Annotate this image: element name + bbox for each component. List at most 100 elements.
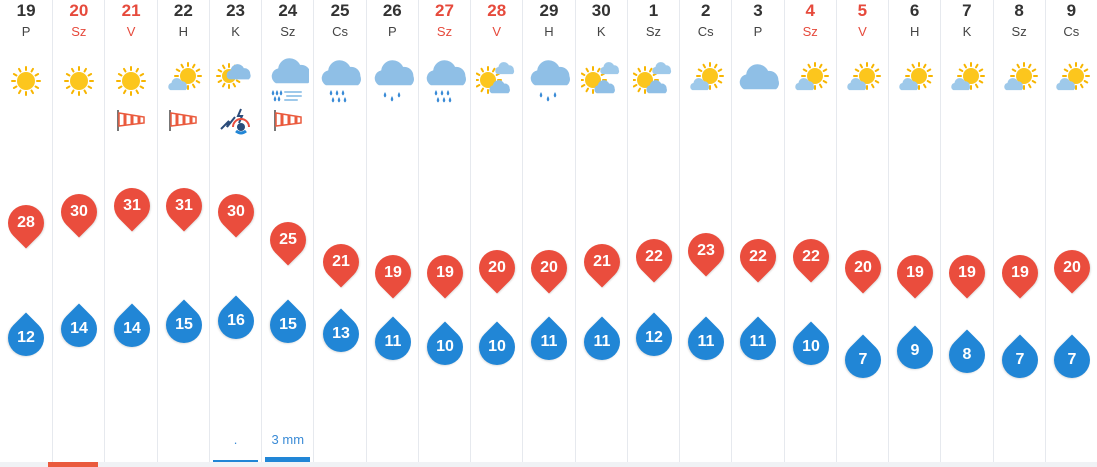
day-column[interactable]: 6 H 19 9 (888, 0, 941, 462)
low-temp-value: 11 (697, 333, 715, 351)
high-temp-pin: 20 (837, 242, 889, 294)
high-temp-pin: 19 (889, 247, 941, 299)
day-number: 26 (382, 1, 402, 20)
day-column[interactable]: 22 H 31 15 (156, 0, 210, 462)
precipitation-bar (265, 457, 311, 462)
high-temp-value: 22 (645, 247, 663, 265)
high-temp-pin: 30 (53, 186, 105, 238)
low-temp-pin: 15 (158, 299, 210, 351)
day-name: K (596, 24, 606, 39)
day-name: Sz (645, 24, 662, 39)
cloud-rain-icon (319, 58, 362, 104)
low-temp-pin: 15 (262, 299, 314, 351)
partly-sunny-icon (1051, 58, 1093, 104)
high-temp-value: 19 (958, 264, 977, 282)
day-column[interactable]: 24 Sz 25 15 3 mm (261, 0, 314, 462)
low-temp-value: 9 (910, 341, 920, 359)
day-column[interactable]: 23 K 30 16. (208, 0, 262, 462)
low-temp-value: 7 (858, 350, 868, 368)
day-column[interactable]: 29 H 20 11 (522, 0, 575, 462)
high-temp-value: 19 (1010, 264, 1029, 282)
day-column[interactable]: 28 V 20 10 (470, 0, 523, 462)
low-temp-value: 12 (17, 329, 35, 346)
day-number: 27 (435, 1, 454, 20)
low-temp-pin: 10 (785, 321, 837, 373)
low-temp-pin: 10 (419, 321, 471, 373)
high-temp-value: 28 (17, 214, 35, 231)
day-name: Cs (1063, 24, 1080, 39)
high-temp-pin: 22 (628, 231, 680, 283)
day-column[interactable]: 8 Sz 19 7 (992, 0, 1046, 462)
high-temp-pin: 28 (0, 197, 52, 249)
low-temp-pin: 11 (732, 316, 784, 368)
low-temp-pin: 11 (576, 316, 628, 368)
day-column[interactable]: 2 Cs 23 11 (679, 0, 732, 462)
high-temp-pin: 30 (210, 186, 262, 238)
high-temp-pin: 22 (785, 231, 837, 283)
high-temp-value: 23 (697, 242, 716, 259)
storm-warning-icon (210, 107, 261, 139)
day-name: H (178, 24, 189, 39)
low-temp-value: 11 (749, 333, 767, 351)
high-temp-value: 21 (331, 253, 350, 271)
high-temp-value: 19 (383, 264, 402, 282)
low-temp-value: 11 (384, 333, 402, 351)
low-temp-value: 14 (70, 320, 89, 338)
low-temp-value: 15 (174, 316, 193, 334)
day-number: 7 (962, 1, 972, 20)
low-temp-value: 11 (593, 333, 611, 351)
precipitation-amount: . (233, 432, 238, 447)
low-temp-value: 10 (488, 337, 507, 355)
day-column[interactable]: 21 V 31 14 (104, 0, 158, 462)
high-temp-value: 21 (592, 253, 611, 271)
day-column[interactable]: 9 Cs 20 7 (1044, 0, 1097, 462)
day-column[interactable]: 20 Sz 30 14 (52, 0, 105, 462)
windsock-icon (158, 107, 209, 139)
low-temp-value: 14 (122, 320, 141, 338)
day-number: 6 (909, 1, 920, 20)
day-number: 30 (591, 1, 611, 20)
low-temp-value: 15 (279, 316, 298, 334)
day-number: 23 (226, 1, 246, 20)
sun-cloud-storm-icon (215, 58, 257, 104)
day-column[interactable]: 3 P 22 11 (731, 0, 784, 462)
low-temp-value: 7 (1067, 350, 1077, 368)
cloud-rain-icon (424, 58, 466, 104)
high-temp-pin: 21 (315, 236, 366, 288)
bottom-scrollbar[interactable] (0, 462, 1097, 467)
sun-clouds-icon (474, 58, 518, 104)
high-temp-pin: 19 (367, 247, 419, 299)
sun-icon (58, 58, 100, 104)
day-column[interactable]: 4 Sz 22 10 (783, 0, 837, 462)
day-column[interactable]: 19 P 28 12 (0, 0, 52, 462)
day-column[interactable]: 30 K 21 11 (574, 0, 628, 462)
sun-icon (110, 58, 152, 104)
day-name: H (544, 24, 554, 39)
day-column[interactable]: 5 V 20 7 (835, 0, 889, 462)
partly-sunny-icon (163, 58, 205, 104)
day-number: 20 (69, 1, 89, 20)
scroll-thumb[interactable] (48, 462, 98, 467)
day-name: Sz (436, 24, 453, 39)
day-column[interactable]: 25 Cs 21 13 (313, 0, 366, 462)
day-column[interactable]: 27 Sz 19 10 (417, 0, 471, 462)
day-column[interactable]: 1 Sz 22 12 (626, 0, 680, 462)
day-column[interactable]: 7 K 19 8 (940, 0, 993, 462)
partly-sunny-icon (685, 58, 727, 104)
day-column[interactable]: 26 P 19 11 (365, 0, 419, 462)
day-number: 28 (487, 1, 507, 20)
day-name: Sz (1011, 24, 1027, 39)
sun-clouds-icon (578, 58, 623, 104)
day-name: K (962, 24, 972, 39)
partly-sunny-icon (894, 58, 936, 104)
low-temp-value: 11 (541, 333, 558, 351)
cloud-icon (737, 58, 780, 104)
high-temp-value: 19 (436, 264, 454, 282)
low-temp-pin: 11 (680, 316, 732, 368)
low-temp-value: 16 (227, 311, 245, 329)
windsock-icon (105, 107, 156, 139)
sun-clouds-icon (630, 58, 675, 104)
high-temp-value: 20 (540, 258, 559, 276)
day-name: V (858, 24, 867, 39)
